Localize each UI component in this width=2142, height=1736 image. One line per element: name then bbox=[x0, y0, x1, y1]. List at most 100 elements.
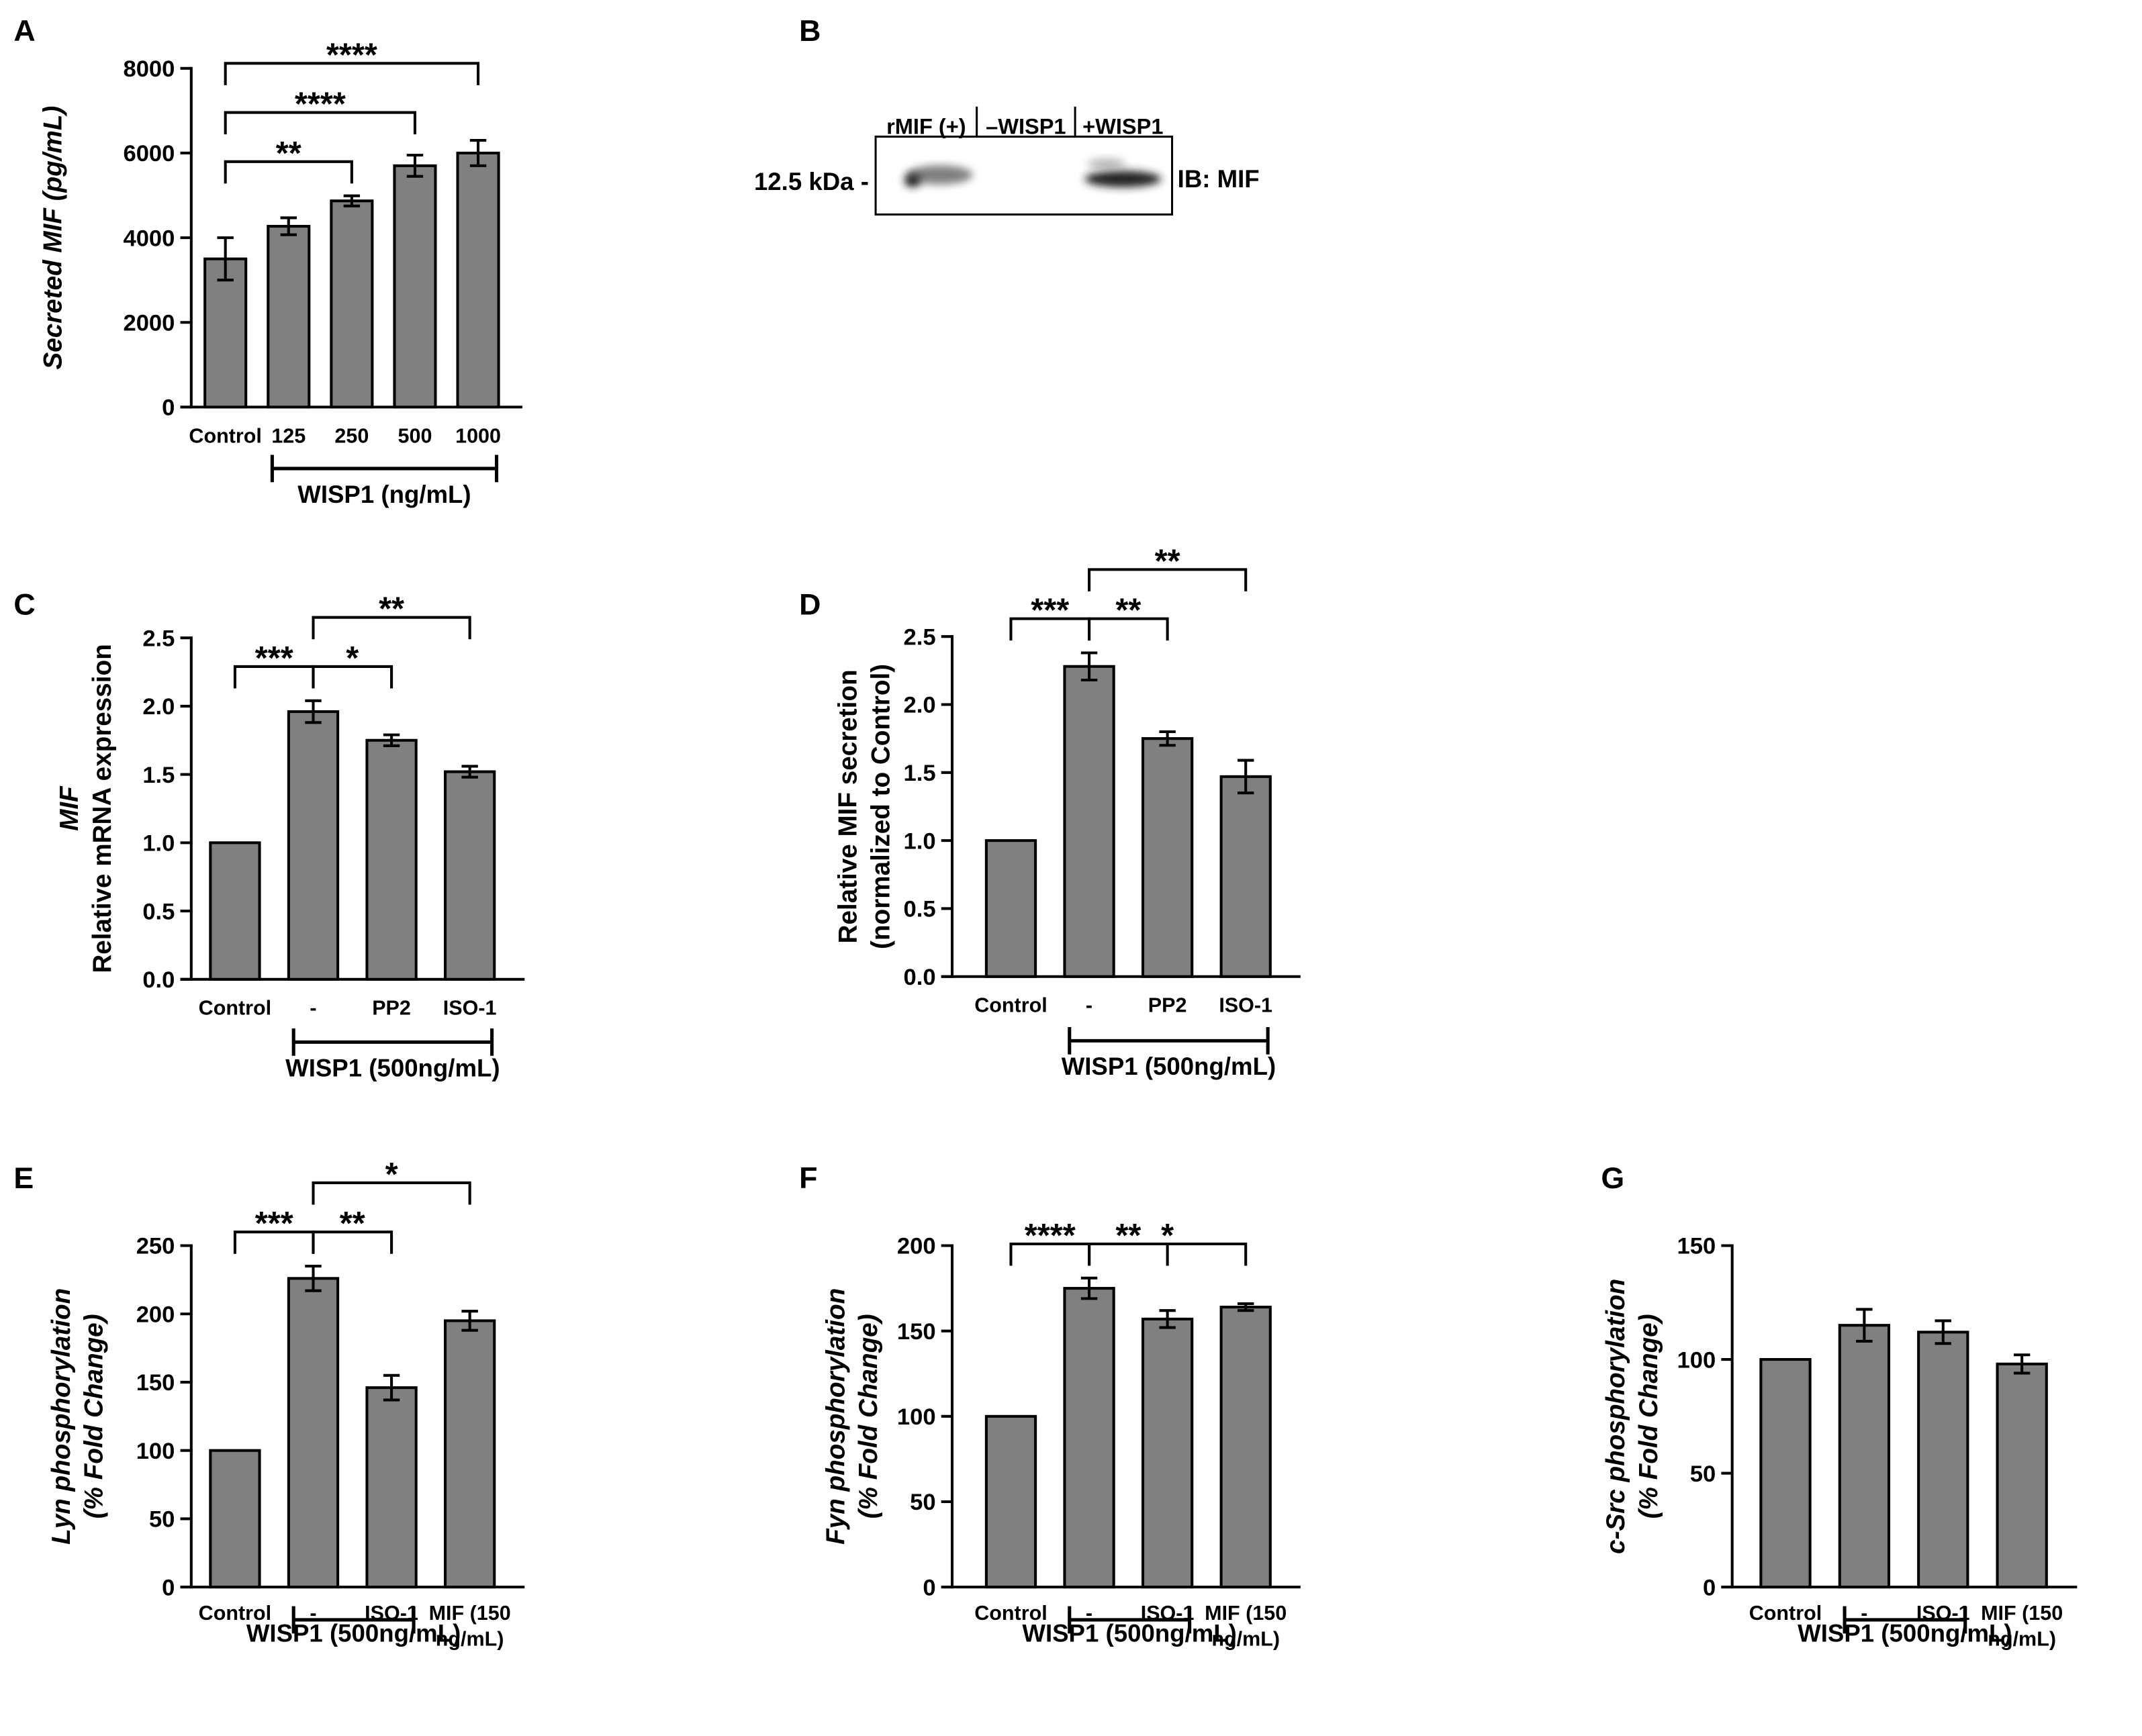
error-bar bbox=[1237, 759, 1254, 795]
x-tick-label-box: - bbox=[1861, 1602, 1868, 1626]
y-tick-label: 0 bbox=[162, 395, 175, 421]
y-tick-label: 150 bbox=[897, 1319, 936, 1345]
y-tick-label: 0 bbox=[923, 1575, 935, 1600]
error-bar bbox=[461, 765, 478, 779]
error-bar bbox=[1237, 1302, 1254, 1312]
x-tick-label: - bbox=[1861, 1602, 1868, 1626]
error-bar bbox=[217, 236, 234, 282]
lane-label: –WISP1 bbox=[986, 114, 1066, 138]
x-tick-label: 500 bbox=[398, 424, 432, 448]
y-tick-label: 100 bbox=[136, 1439, 175, 1464]
y-tick-label: 0 bbox=[162, 1575, 175, 1600]
x-tick-label: MIF (150 ng/mL) bbox=[1981, 1602, 2063, 1651]
x-tick-label: MIF (150 ng/mL) bbox=[428, 1602, 511, 1651]
x-tick-label-box: MIF (150 ng/mL) bbox=[428, 1602, 511, 1651]
panel-letter: D bbox=[799, 588, 821, 622]
bar bbox=[209, 1449, 261, 1589]
blot-band bbox=[904, 173, 921, 187]
bar bbox=[1219, 775, 1272, 978]
x-tick-label: PP2 bbox=[372, 997, 411, 1020]
bar bbox=[1838, 1324, 1891, 1589]
x-tick-label-box: MIF (150 ng/mL) bbox=[1205, 1602, 1287, 1651]
x-tick-label: PP2 bbox=[1148, 994, 1187, 1018]
significance-label: **** bbox=[295, 87, 346, 123]
x-tick-label: 250 bbox=[334, 424, 369, 448]
x-tick-label-box: Control bbox=[1749, 1602, 1822, 1626]
group-label-box: WISP1 (500ng/mL) bbox=[1022, 1619, 1237, 1647]
bar bbox=[1917, 1331, 1969, 1589]
y-tick-label: 1.5 bbox=[142, 763, 175, 788]
significance-bracket bbox=[312, 1231, 393, 1254]
group-label: WISP1 (500ng/mL) bbox=[1061, 1053, 1276, 1081]
y-tick-label: 8000 bbox=[123, 56, 175, 82]
significance-bracket bbox=[1088, 568, 1248, 591]
y-tick-label: 0.0 bbox=[904, 965, 936, 990]
x-tick-label: Control bbox=[1749, 1602, 1822, 1626]
y-tick-label: 200 bbox=[136, 1302, 175, 1327]
significance-label: ** bbox=[1115, 1218, 1141, 1254]
significance-label: ** bbox=[1155, 543, 1180, 579]
x-tick-label-box: - bbox=[310, 997, 316, 1020]
y-tick-label: 150 bbox=[136, 1370, 175, 1396]
y-axis-label: (normalized to Control) bbox=[866, 664, 895, 949]
x-tick-label: 125 bbox=[271, 424, 306, 448]
y-tick-label: 0.5 bbox=[142, 899, 175, 924]
panel-letter: B bbox=[799, 14, 821, 48]
x-tick-label: - bbox=[310, 1602, 317, 1626]
x-tick-label-box: Control bbox=[198, 997, 272, 1020]
error-bar bbox=[1080, 651, 1098, 682]
y-tick-label: 100 bbox=[897, 1404, 936, 1430]
blot-band bbox=[1084, 171, 1162, 187]
y-tick-label: 0.5 bbox=[904, 897, 936, 922]
significance-label: *** bbox=[1031, 593, 1069, 629]
group-label: WISP1 (500ng/mL) bbox=[1022, 1619, 1237, 1647]
lane-label: rMIF (+) bbox=[886, 114, 966, 138]
panel-letter: F bbox=[799, 1161, 817, 1195]
lane-label: +WISP1 bbox=[1082, 114, 1163, 138]
error-bar bbox=[469, 139, 487, 167]
y-tick-label: 2.0 bbox=[904, 693, 936, 718]
y-tick-label: 2000 bbox=[123, 310, 175, 336]
x-tick-label-box: 250 bbox=[334, 424, 369, 448]
y-tick-label: 0.0 bbox=[142, 967, 175, 993]
x-tick-label-box: ISO-1 bbox=[1219, 994, 1272, 1018]
x-tick-label: ISO-1 bbox=[443, 997, 497, 1020]
x-tick-label-box: Control bbox=[189, 424, 262, 448]
x-tick-label-box: 500 bbox=[398, 424, 432, 448]
y-tick-label: 4000 bbox=[123, 226, 175, 251]
y-tick-label: 6000 bbox=[123, 141, 175, 166]
x-tick-label: Control bbox=[198, 997, 272, 1020]
significance-bracket bbox=[1088, 617, 1169, 641]
error-bar bbox=[2013, 1353, 2031, 1375]
error-bar bbox=[1856, 1308, 1873, 1343]
group-label: WISP1 (ng/mL) bbox=[297, 481, 471, 508]
bar bbox=[330, 199, 374, 409]
x-tick-label: Control bbox=[189, 424, 262, 448]
group-label-box: WISP1 (500ng/mL) bbox=[285, 1054, 500, 1082]
significance-label: **** bbox=[326, 37, 377, 73]
x-tick-label: Control bbox=[974, 1602, 1047, 1626]
bar bbox=[1759, 1358, 1812, 1589]
error-bar bbox=[305, 699, 322, 724]
significance-bracket bbox=[1088, 1242, 1169, 1266]
bar bbox=[1063, 665, 1115, 978]
y-tick-label: 2.5 bbox=[904, 624, 936, 650]
y-tick-label: 1.5 bbox=[904, 761, 936, 786]
bar bbox=[287, 710, 340, 981]
panel-letter: G bbox=[1601, 1161, 1624, 1195]
x-tick-label-box: - bbox=[310, 1602, 317, 1626]
group-label: WISP1 (500ng/mL) bbox=[246, 1619, 461, 1647]
x-tick-label-box: - bbox=[1086, 994, 1092, 1018]
bar bbox=[456, 151, 500, 409]
y-tick-label: 150 bbox=[1677, 1234, 1716, 1259]
significance-bracket bbox=[312, 616, 471, 640]
error-bar bbox=[280, 216, 297, 236]
bar bbox=[1141, 737, 1194, 978]
group-label: WISP1 (500ng/mL) bbox=[285, 1054, 500, 1082]
error-bar bbox=[305, 1265, 322, 1292]
bar bbox=[365, 1386, 418, 1589]
group-label-box: WISP1 (500ng/mL) bbox=[246, 1619, 461, 1647]
x-tick-label-box: Control bbox=[974, 994, 1047, 1018]
